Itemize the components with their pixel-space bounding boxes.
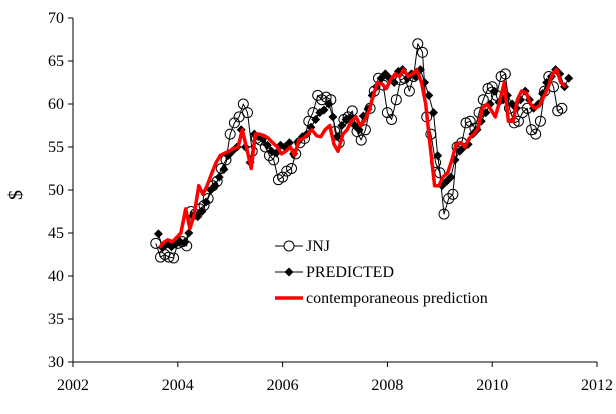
data-point	[180, 237, 190, 247]
data-point	[262, 140, 272, 150]
legend-label: JNJ	[306, 238, 330, 255]
data-point	[337, 121, 347, 130]
legend-label: contemporaneous prediction	[306, 290, 488, 307]
y-tick-label: 60	[48, 96, 64, 113]
data-point	[403, 85, 415, 97]
data-point	[412, 38, 424, 50]
series-jnj	[150, 38, 568, 264]
data-point	[328, 112, 338, 122]
data-point	[163, 251, 175, 263]
x-tick-label: 2012	[581, 377, 613, 394]
x-tick-label: 2002	[57, 377, 89, 394]
legend-item: PREDICTED	[275, 264, 394, 281]
data-point	[201, 197, 211, 207]
data-point	[477, 94, 489, 106]
plot-series	[150, 38, 574, 264]
x-tick-label: 2008	[371, 377, 403, 394]
data-point	[286, 163, 298, 174]
data-point	[564, 73, 574, 83]
data-point	[284, 138, 294, 148]
legend: JNJ PREDICTED contemporaneous prediction	[275, 238, 488, 307]
legend-label: PREDICTED	[306, 264, 394, 281]
legend-marker	[283, 240, 295, 252]
data-point	[433, 151, 443, 161]
data-point	[210, 181, 220, 191]
data-point	[354, 125, 364, 135]
data-point	[390, 94, 402, 106]
y-axis-ticks: 30 35 40 45 50 55 60 65 70	[48, 10, 73, 371]
data-point	[429, 108, 439, 118]
data-point	[443, 193, 455, 205]
y-tick-label: 45	[48, 225, 64, 242]
data-point	[355, 134, 367, 146]
data-point	[214, 172, 224, 182]
data-point	[241, 107, 253, 119]
data-point	[530, 128, 542, 140]
data-point	[224, 128, 236, 140]
data-point	[268, 154, 280, 166]
y-axis-title: $	[5, 190, 27, 200]
data-point	[417, 46, 429, 58]
y-tick-label: 50	[48, 182, 64, 199]
x-tick-label: 2010	[476, 377, 508, 394]
x-axis-ticks: 2002 2004 2006 2008 2010 2012	[57, 362, 613, 394]
data-point	[311, 114, 321, 124]
data-point	[168, 252, 180, 264]
data-point	[332, 132, 342, 142]
axes	[72, 18, 597, 363]
data-point	[153, 229, 163, 239]
data-point	[526, 124, 537, 136]
series-line	[158, 67, 567, 249]
data-point	[197, 207, 207, 216]
data-point	[312, 89, 324, 101]
data-point	[237, 98, 249, 110]
y-tick-label: 70	[48, 10, 64, 27]
data-point	[219, 164, 229, 174]
data-point	[424, 90, 434, 100]
series-contemporaneous-prediction	[158, 67, 567, 249]
data-point	[556, 102, 568, 114]
y-tick-label: 35	[48, 311, 64, 328]
y-tick-label: 55	[48, 139, 64, 156]
data-point	[184, 228, 194, 238]
legend-item: contemporaneous prediction	[275, 290, 488, 307]
data-point	[481, 108, 491, 118]
data-point	[319, 105, 329, 115]
data-point	[489, 86, 499, 96]
data-point	[438, 208, 450, 220]
x-tick-label: 2006	[267, 377, 299, 394]
y-tick-label: 65	[48, 53, 64, 70]
data-point	[446, 172, 456, 182]
y-tick-label: 40	[48, 268, 64, 285]
legend-marker	[284, 267, 294, 277]
data-point	[386, 113, 398, 125]
data-point	[499, 68, 511, 80]
y-tick-label: 30	[48, 354, 64, 371]
x-tick-label: 2004	[162, 377, 194, 394]
data-point	[534, 115, 546, 127]
data-point	[324, 99, 334, 109]
data-point	[277, 171, 289, 183]
data-point	[447, 188, 459, 200]
legend-item: JNJ	[275, 238, 330, 255]
